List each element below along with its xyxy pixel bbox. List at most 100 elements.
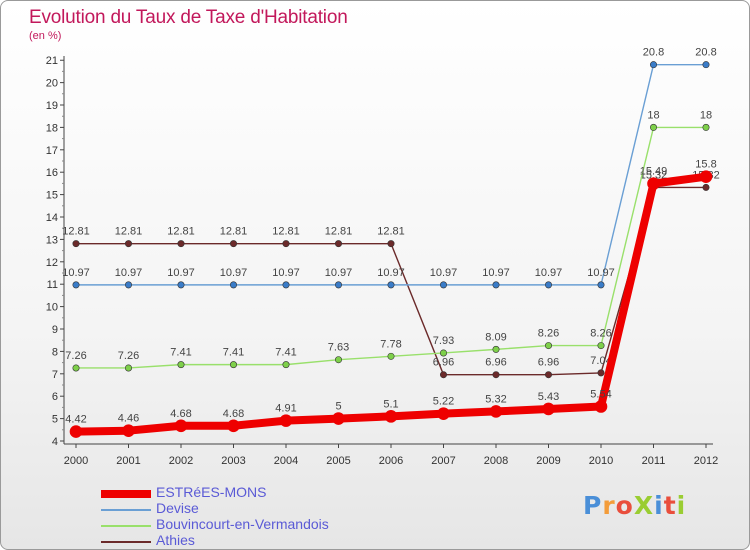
legend-swatch xyxy=(101,509,151,511)
data-label: 10.97 xyxy=(62,267,90,279)
data-point xyxy=(387,352,395,360)
data-point xyxy=(702,61,710,69)
logo-letter: X xyxy=(633,491,655,520)
data-point xyxy=(597,342,605,350)
data-point xyxy=(279,414,293,427)
y-tick-label: 20 xyxy=(46,78,58,90)
data-point xyxy=(439,281,447,289)
data-point xyxy=(334,240,342,248)
y-tick-label: 8 xyxy=(52,346,58,358)
data-label: 5.22 xyxy=(433,396,454,408)
data-point xyxy=(489,405,503,418)
data-point xyxy=(282,240,290,248)
data-point xyxy=(334,356,342,364)
data-point xyxy=(647,177,660,190)
x-tick-label: 2002 xyxy=(169,455,193,467)
data-point xyxy=(597,281,605,289)
y-tick-label: 6 xyxy=(52,391,58,403)
data-label: 15.49 xyxy=(640,166,668,178)
data-label: 8.26 xyxy=(590,328,611,340)
data-point xyxy=(437,407,450,420)
x-tick-label: 2010 xyxy=(589,455,613,467)
logo-letter: r xyxy=(602,491,616,520)
data-point xyxy=(125,240,133,248)
data-point xyxy=(177,240,185,248)
logo-letter: i xyxy=(676,491,687,520)
y-tick-label: 12 xyxy=(46,257,58,269)
x-tick-label: 2007 xyxy=(431,455,455,467)
y-tick-label: 13 xyxy=(46,234,58,246)
data-label: 7.41 xyxy=(275,347,296,359)
data-label: 7.41 xyxy=(170,347,191,359)
data-label: 7.78 xyxy=(380,338,401,350)
data-point xyxy=(384,410,398,423)
legend-label: Bouvincourt-en-Vermandois xyxy=(156,516,329,532)
data-label: 7.41 xyxy=(223,347,244,359)
data-point xyxy=(649,61,657,69)
data-point xyxy=(492,345,500,353)
data-label: 10.97 xyxy=(430,267,458,279)
data-label: 10.97 xyxy=(325,267,353,279)
data-label: 10.97 xyxy=(587,267,615,279)
data-point xyxy=(544,342,552,350)
data-point xyxy=(177,361,185,369)
y-tick-label: 9 xyxy=(52,324,58,336)
data-label: 4.91 xyxy=(275,403,296,415)
legend-label: ESTRéES-MONS xyxy=(156,484,267,500)
data-point xyxy=(594,400,608,413)
data-label: 4.68 xyxy=(170,408,191,420)
data-point xyxy=(439,349,447,357)
data-label: 4.46 xyxy=(118,413,139,425)
y-tick-label: 15 xyxy=(46,190,58,202)
data-label: 8.26 xyxy=(538,328,559,340)
data-label: 12.81 xyxy=(325,226,353,238)
data-label: 6.96 xyxy=(433,357,454,369)
data-label: 6.96 xyxy=(538,357,559,369)
data-label: 12.81 xyxy=(377,226,405,238)
data-point xyxy=(72,240,80,248)
logo-letter: t xyxy=(663,491,677,520)
data-label: 5 xyxy=(335,401,341,413)
y-tick-label: 19 xyxy=(46,100,58,112)
data-label: 12.81 xyxy=(272,226,300,238)
data-point xyxy=(227,419,240,433)
x-tick-label: 2008 xyxy=(484,455,508,467)
data-label: 15.8 xyxy=(695,159,716,171)
y-tick-label: 16 xyxy=(46,167,58,179)
data-point xyxy=(492,371,500,379)
data-label: 18 xyxy=(647,109,659,121)
data-point xyxy=(334,281,342,289)
data-label: 4.68 xyxy=(223,408,244,420)
data-point xyxy=(177,281,185,289)
data-label: 20.8 xyxy=(643,47,664,59)
y-tick-label: 4 xyxy=(52,436,58,448)
legend-label: Athies xyxy=(156,532,195,548)
y-tick-label: 10 xyxy=(46,302,58,314)
data-point xyxy=(72,281,80,289)
legend-label: Devise xyxy=(156,500,199,516)
y-tick-label: 14 xyxy=(46,212,58,224)
data-point xyxy=(122,424,135,437)
data-point xyxy=(332,412,345,425)
data-point xyxy=(649,123,657,131)
data-label: 10.97 xyxy=(535,267,563,279)
data-label: 7.26 xyxy=(65,350,86,362)
chart-subtitle: (en %) xyxy=(29,30,62,42)
data-label: 12.81 xyxy=(115,226,143,238)
data-point xyxy=(702,123,710,131)
data-label: 7.63 xyxy=(328,342,349,354)
y-tick-label: 5 xyxy=(52,414,58,426)
y-tick-label: 18 xyxy=(46,122,58,134)
x-tick-label: 2004 xyxy=(274,455,298,467)
series-line xyxy=(75,63,707,286)
data-point xyxy=(387,281,395,289)
data-point xyxy=(544,281,552,289)
data-label: 5.54 xyxy=(590,389,611,401)
logo-letter: i xyxy=(654,491,664,520)
data-label: 12.81 xyxy=(220,226,248,238)
x-tick-label: 2000 xyxy=(64,455,88,467)
data-label: 10.97 xyxy=(220,267,248,279)
y-tick-label: 17 xyxy=(46,145,58,157)
data-label: 10.97 xyxy=(167,267,195,279)
